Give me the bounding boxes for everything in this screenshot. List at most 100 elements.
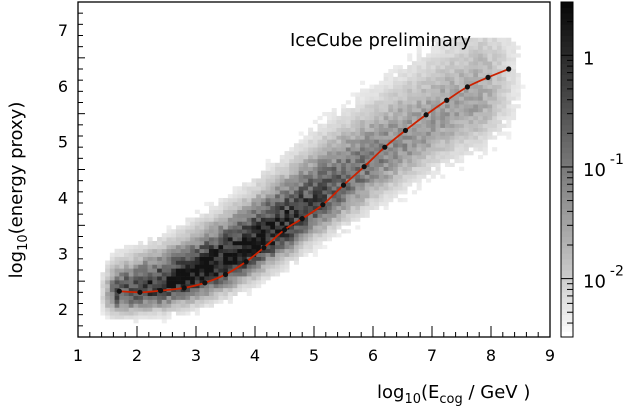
- heatmap-cell: [402, 115, 408, 121]
- heatmap-cell: [171, 229, 177, 234]
- heatmap-cell: [100, 307, 106, 312]
- heatmap-cell: [478, 96, 484, 101]
- heatmap-cell: [128, 280, 134, 285]
- heatmap-cell: [331, 111, 337, 117]
- heatmap-cell: [208, 303, 214, 308]
- heatmap-cell: [175, 307, 181, 312]
- heatmap-cell: [326, 209, 332, 214]
- heatmap-cell: [204, 252, 210, 257]
- heatmap-cell: [397, 119, 403, 125]
- heatmap-cell: [345, 135, 351, 140]
- heatmap-cell: [242, 268, 248, 273]
- heatmap-cell: [473, 147, 479, 152]
- heatmap-cell: [114, 283, 120, 289]
- heatmap-cell: [204, 229, 210, 234]
- heatmap-cell: [501, 76, 507, 82]
- heatmap-cell: [128, 264, 134, 269]
- heatmap-cell: [501, 61, 507, 66]
- heatmap-cell: [506, 115, 512, 121]
- heatmap-cell: [293, 233, 299, 238]
- heatmap-cell: [157, 303, 163, 308]
- heatmap-cell: [345, 190, 351, 195]
- heatmap-cell: [364, 174, 370, 179]
- heatmap-cell: [463, 65, 469, 70]
- heatmap-cell: [161, 244, 167, 250]
- heatmap-cell: [270, 194, 276, 199]
- heatmap-cell: [496, 115, 502, 121]
- heatmap-cell: [345, 205, 351, 210]
- heatmap-cell: [511, 96, 517, 101]
- heatmap-cell: [218, 283, 224, 289]
- heatmap-cell: [289, 178, 295, 183]
- heatmap-cell: [256, 225, 262, 230]
- heatmap-cell: [119, 295, 125, 300]
- heatmap-cell: [468, 61, 474, 66]
- colorbar-tick-label: 1: [583, 48, 594, 69]
- heatmap-cell: [105, 287, 111, 293]
- heatmap-cell: [180, 248, 186, 253]
- heatmap-cell: [242, 248, 248, 253]
- heatmap-cell: [463, 45, 469, 50]
- heatmap-cell: [459, 72, 465, 78]
- heatmap-cell: [435, 41, 441, 46]
- heatmap-cell: [378, 186, 384, 191]
- heatmap-cell: [478, 65, 484, 70]
- heatmap-cell: [440, 115, 446, 121]
- heatmap-cell: [478, 154, 484, 160]
- heatmap-cell: [312, 170, 318, 175]
- heatmap-cell: [426, 135, 432, 140]
- heatmap-cell: [237, 287, 243, 293]
- colorbar-band: [561, 236, 573, 243]
- heatmap-cell: [468, 76, 474, 82]
- heatmap-cell: [388, 72, 394, 78]
- heatmap-cell: [317, 166, 323, 171]
- heatmap-cell: [326, 237, 332, 242]
- heatmap-cell: [341, 131, 347, 136]
- heatmap-cell: [454, 61, 460, 66]
- heatmap-cell: [411, 143, 417, 148]
- heatmap-cell: [336, 166, 342, 171]
- heatmap-cell: [237, 248, 243, 253]
- heatmap-cell: [444, 104, 450, 109]
- heatmap-cell: [473, 61, 479, 66]
- heatmap-cell: [208, 268, 214, 273]
- heatmap-cell: [298, 237, 304, 242]
- heatmap-cell: [279, 170, 285, 175]
- heatmap-cell: [496, 53, 502, 58]
- heatmap-cell: [326, 154, 332, 160]
- heatmap-cell: [341, 178, 347, 183]
- colorbar-band: [561, 35, 573, 42]
- heatmap-cell: [473, 69, 479, 74]
- heatmap-cell: [237, 283, 243, 289]
- heatmap-cell: [506, 92, 512, 97]
- heatmap-cell: [114, 260, 120, 265]
- heatmap-cell: [355, 225, 361, 230]
- heatmap-cell: [331, 233, 337, 238]
- heatmap-cell: [416, 80, 422, 85]
- heatmap-cell: [440, 53, 446, 58]
- heatmap-cell: [430, 61, 436, 66]
- heatmap-cell: [421, 127, 427, 132]
- heatmap-cell: [487, 135, 493, 140]
- heatmap-cell: [293, 201, 299, 207]
- heatmap-cell: [194, 307, 200, 312]
- heatmap-cell: [109, 311, 115, 316]
- heatmap-cell: [232, 229, 238, 234]
- heatmap-cell: [444, 131, 450, 136]
- heatmap-cell: [147, 256, 153, 261]
- heatmap-cell: [119, 287, 125, 293]
- heatmap-cell: [227, 194, 233, 199]
- heatmap-cell: [341, 170, 347, 175]
- heatmap-cell: [256, 186, 262, 191]
- colorbar-band: [561, 258, 573, 265]
- heatmap-cell: [152, 287, 158, 293]
- heatmap-cell: [496, 65, 502, 70]
- heatmap-cell: [185, 248, 191, 253]
- heatmap-cell: [256, 205, 262, 210]
- heatmap-cell: [171, 272, 177, 277]
- heatmap-cell: [331, 197, 337, 203]
- colorbar-band: [561, 314, 573, 321]
- heatmap-cell: [326, 229, 332, 234]
- heatmap-cell: [402, 108, 408, 113]
- heatmap-cell: [459, 53, 465, 58]
